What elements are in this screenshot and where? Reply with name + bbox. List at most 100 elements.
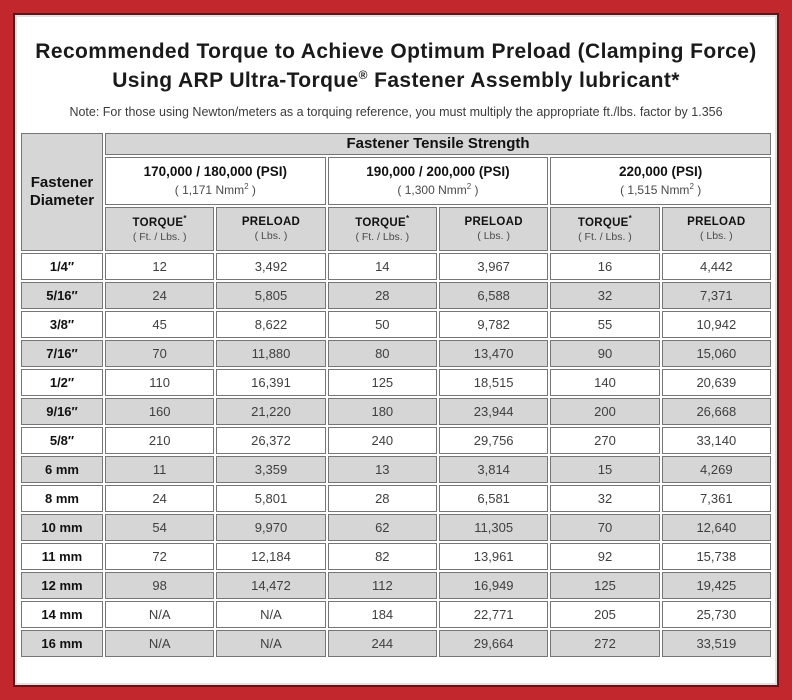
torque-value-cell: 24 [105, 281, 215, 309]
torque-value-cell: 244 [327, 629, 437, 657]
registered-trademark-sup: ® [358, 68, 368, 83]
preload-value-cell: 14,472 [216, 571, 326, 599]
torque-value-cell: 205 [550, 600, 660, 628]
torque-value-cell: 28 [327, 281, 437, 309]
table-row: 3/8″ 45 8,622 50 9,782 55 10,942 [21, 310, 771, 338]
table-row: 8 mm 24 5,801 28 6,581 32 7,361 [21, 484, 771, 512]
torque-value-cell: 16 [550, 252, 660, 280]
table-row: 11 mm 72 12,184 82 13,961 92 15,738 [21, 542, 771, 570]
torque-value-cell: 160 [105, 397, 215, 425]
fastener-diameter-cell: 3/8″ [21, 310, 103, 338]
torque-value-cell: 112 [327, 571, 437, 599]
torque-value-cell: 54 [105, 513, 215, 541]
preload-value-cell: 26,372 [216, 426, 326, 454]
preload-value-cell: 10,942 [661, 310, 771, 338]
preload-value-cell: 11,880 [216, 339, 326, 367]
preload-value-cell: 3,814 [438, 455, 549, 483]
torque-value-cell: 92 [550, 542, 660, 570]
torque-value-cell: 72 [105, 542, 215, 570]
torque-value-cell: 50 [327, 310, 437, 338]
preload-value-cell: 15,738 [661, 542, 771, 570]
preload-value-cell: 22,771 [438, 600, 549, 628]
fastener-diameter-cell: 10 mm [21, 513, 103, 541]
fastener-diameter-cell: 5/16″ [21, 281, 103, 309]
torque-value-cell: 184 [327, 600, 437, 628]
column-header-row: TORQUE* ( Ft. / Lbs. ) PRELOAD ( Lbs. ) … [21, 206, 771, 251]
torque-value-cell: 32 [550, 484, 660, 512]
torque-preload-table: Fastener Diameter Fastener Tensile Stren… [19, 131, 773, 659]
preload-value-cell: 3,492 [216, 252, 326, 280]
torque-value-cell: 14 [327, 252, 437, 280]
table-row: 6 mm 11 3,359 13 3,814 15 4,269 [21, 455, 771, 483]
torque-column-header: TORQUE* ( Ft. / Lbs. ) [105, 206, 215, 251]
torque-value-cell: 125 [327, 368, 437, 396]
preload-column-header: PRELOAD ( Lbs. ) [216, 206, 326, 251]
preload-value-cell: 3,967 [438, 252, 549, 280]
preload-value-cell: 11,305 [438, 513, 549, 541]
preload-value-cell: 9,782 [438, 310, 549, 338]
torque-value-cell: 200 [550, 397, 660, 425]
torque-value-cell: 210 [105, 426, 215, 454]
torque-value-cell: 15 [550, 455, 660, 483]
preload-value-cell: 25,730 [661, 600, 771, 628]
torque-value-cell: 140 [550, 368, 660, 396]
preload-value-cell: 6,581 [438, 484, 549, 512]
nmm-subtext-3: ( 1,515 Nmm2 ) [620, 182, 702, 198]
torque-value-cell: 82 [327, 542, 437, 570]
nmm-subtext-2: ( 1,300 Nmm2 ) [397, 182, 479, 198]
torque-value-cell: 98 [105, 571, 215, 599]
fastener-diameter-cell: 5/8″ [21, 426, 103, 454]
preload-value-cell: N/A [216, 600, 326, 628]
light-inner-frame: Recommended Torque to Achieve Optimum Pr… [15, 15, 777, 685]
preload-value-cell: 5,801 [216, 484, 326, 512]
preload-value-cell: 9,970 [216, 513, 326, 541]
torque-value-cell: 80 [327, 339, 437, 367]
title-line1: Recommended Torque to Achieve Optimum Pr… [35, 40, 757, 63]
torque-column-header: TORQUE* ( Ft. / Lbs. ) [327, 206, 437, 251]
preload-value-cell: 33,140 [661, 426, 771, 454]
torque-value-cell: N/A [105, 600, 215, 628]
preload-value-cell: 16,391 [216, 368, 326, 396]
title-line2: Using ARP Ultra-Torque® Fastener Assembl… [112, 68, 680, 93]
preload-value-cell: N/A [216, 629, 326, 657]
torque-value-cell: 272 [550, 629, 660, 657]
table-row: 5/16″ 24 5,805 28 6,588 32 7,371 [21, 281, 771, 309]
torque-column-header: TORQUE* ( Ft. / Lbs. ) [550, 206, 660, 251]
torque-value-cell: 70 [550, 513, 660, 541]
preload-value-cell: 33,519 [661, 629, 771, 657]
torque-value-cell: 90 [550, 339, 660, 367]
page-title: Recommended Torque to Achieve Optimum Pr… [29, 37, 763, 96]
preload-value-cell: 26,668 [661, 397, 771, 425]
preload-value-cell: 7,361 [661, 484, 771, 512]
preload-column-header: PRELOAD ( Lbs. ) [661, 206, 771, 251]
preload-column-header: PRELOAD ( Lbs. ) [438, 206, 549, 251]
torque-value-cell: 240 [327, 426, 437, 454]
table-row: 1/4″ 12 3,492 14 3,967 16 4,442 [21, 252, 771, 280]
fastener-diameter-cell: 1/2″ [21, 368, 103, 396]
fastener-diameter-header: Fastener Diameter [21, 132, 103, 251]
torque-value-cell: 11 [105, 455, 215, 483]
preload-value-cell: 29,664 [438, 629, 549, 657]
torque-value-cell: 110 [105, 368, 215, 396]
table-row: 12 mm 98 14,472 112 16,949 125 19,425 [21, 571, 771, 599]
preload-value-cell: 21,220 [216, 397, 326, 425]
torque-value-cell: 32 [550, 281, 660, 309]
note-text: Note: For those using Newton/meters as a… [69, 104, 723, 119]
psi-group-header-2: 190,000 / 200,000 (PSI) ( 1,300 Nmm2 ) [327, 156, 549, 205]
psi-header-row: 170,000 / 180,000 (PSI) ( 1,171 Nmm2 ) 1… [21, 156, 771, 205]
preload-value-cell: 12,640 [661, 513, 771, 541]
preload-value-cell: 7,371 [661, 281, 771, 309]
table-row: 1/2″ 110 16,391 125 18,515 140 20,639 [21, 368, 771, 396]
table-row: 7/16″ 70 11,880 80 13,470 90 15,060 [21, 339, 771, 367]
torque-table-body: 1/4″ 12 3,492 14 3,967 16 4,442 5/16″ 24 5,805 28 6… [21, 252, 771, 657]
torque-value-cell: 12 [105, 252, 215, 280]
preload-value-cell: 20,639 [661, 368, 771, 396]
tensile-strength-header-row: Fastener Diameter Fastener Tensile Stren… [21, 132, 771, 251]
fastener-diameter-cell: 9/16″ [21, 397, 103, 425]
fastener-tensile-strength-header: Fastener Tensile Strength [105, 132, 771, 155]
torque-value-cell: 28 [327, 484, 437, 512]
preload-value-cell: 13,470 [438, 339, 549, 367]
preload-value-cell: 18,515 [438, 368, 549, 396]
fastener-diameter-cell: 7/16″ [21, 339, 103, 367]
